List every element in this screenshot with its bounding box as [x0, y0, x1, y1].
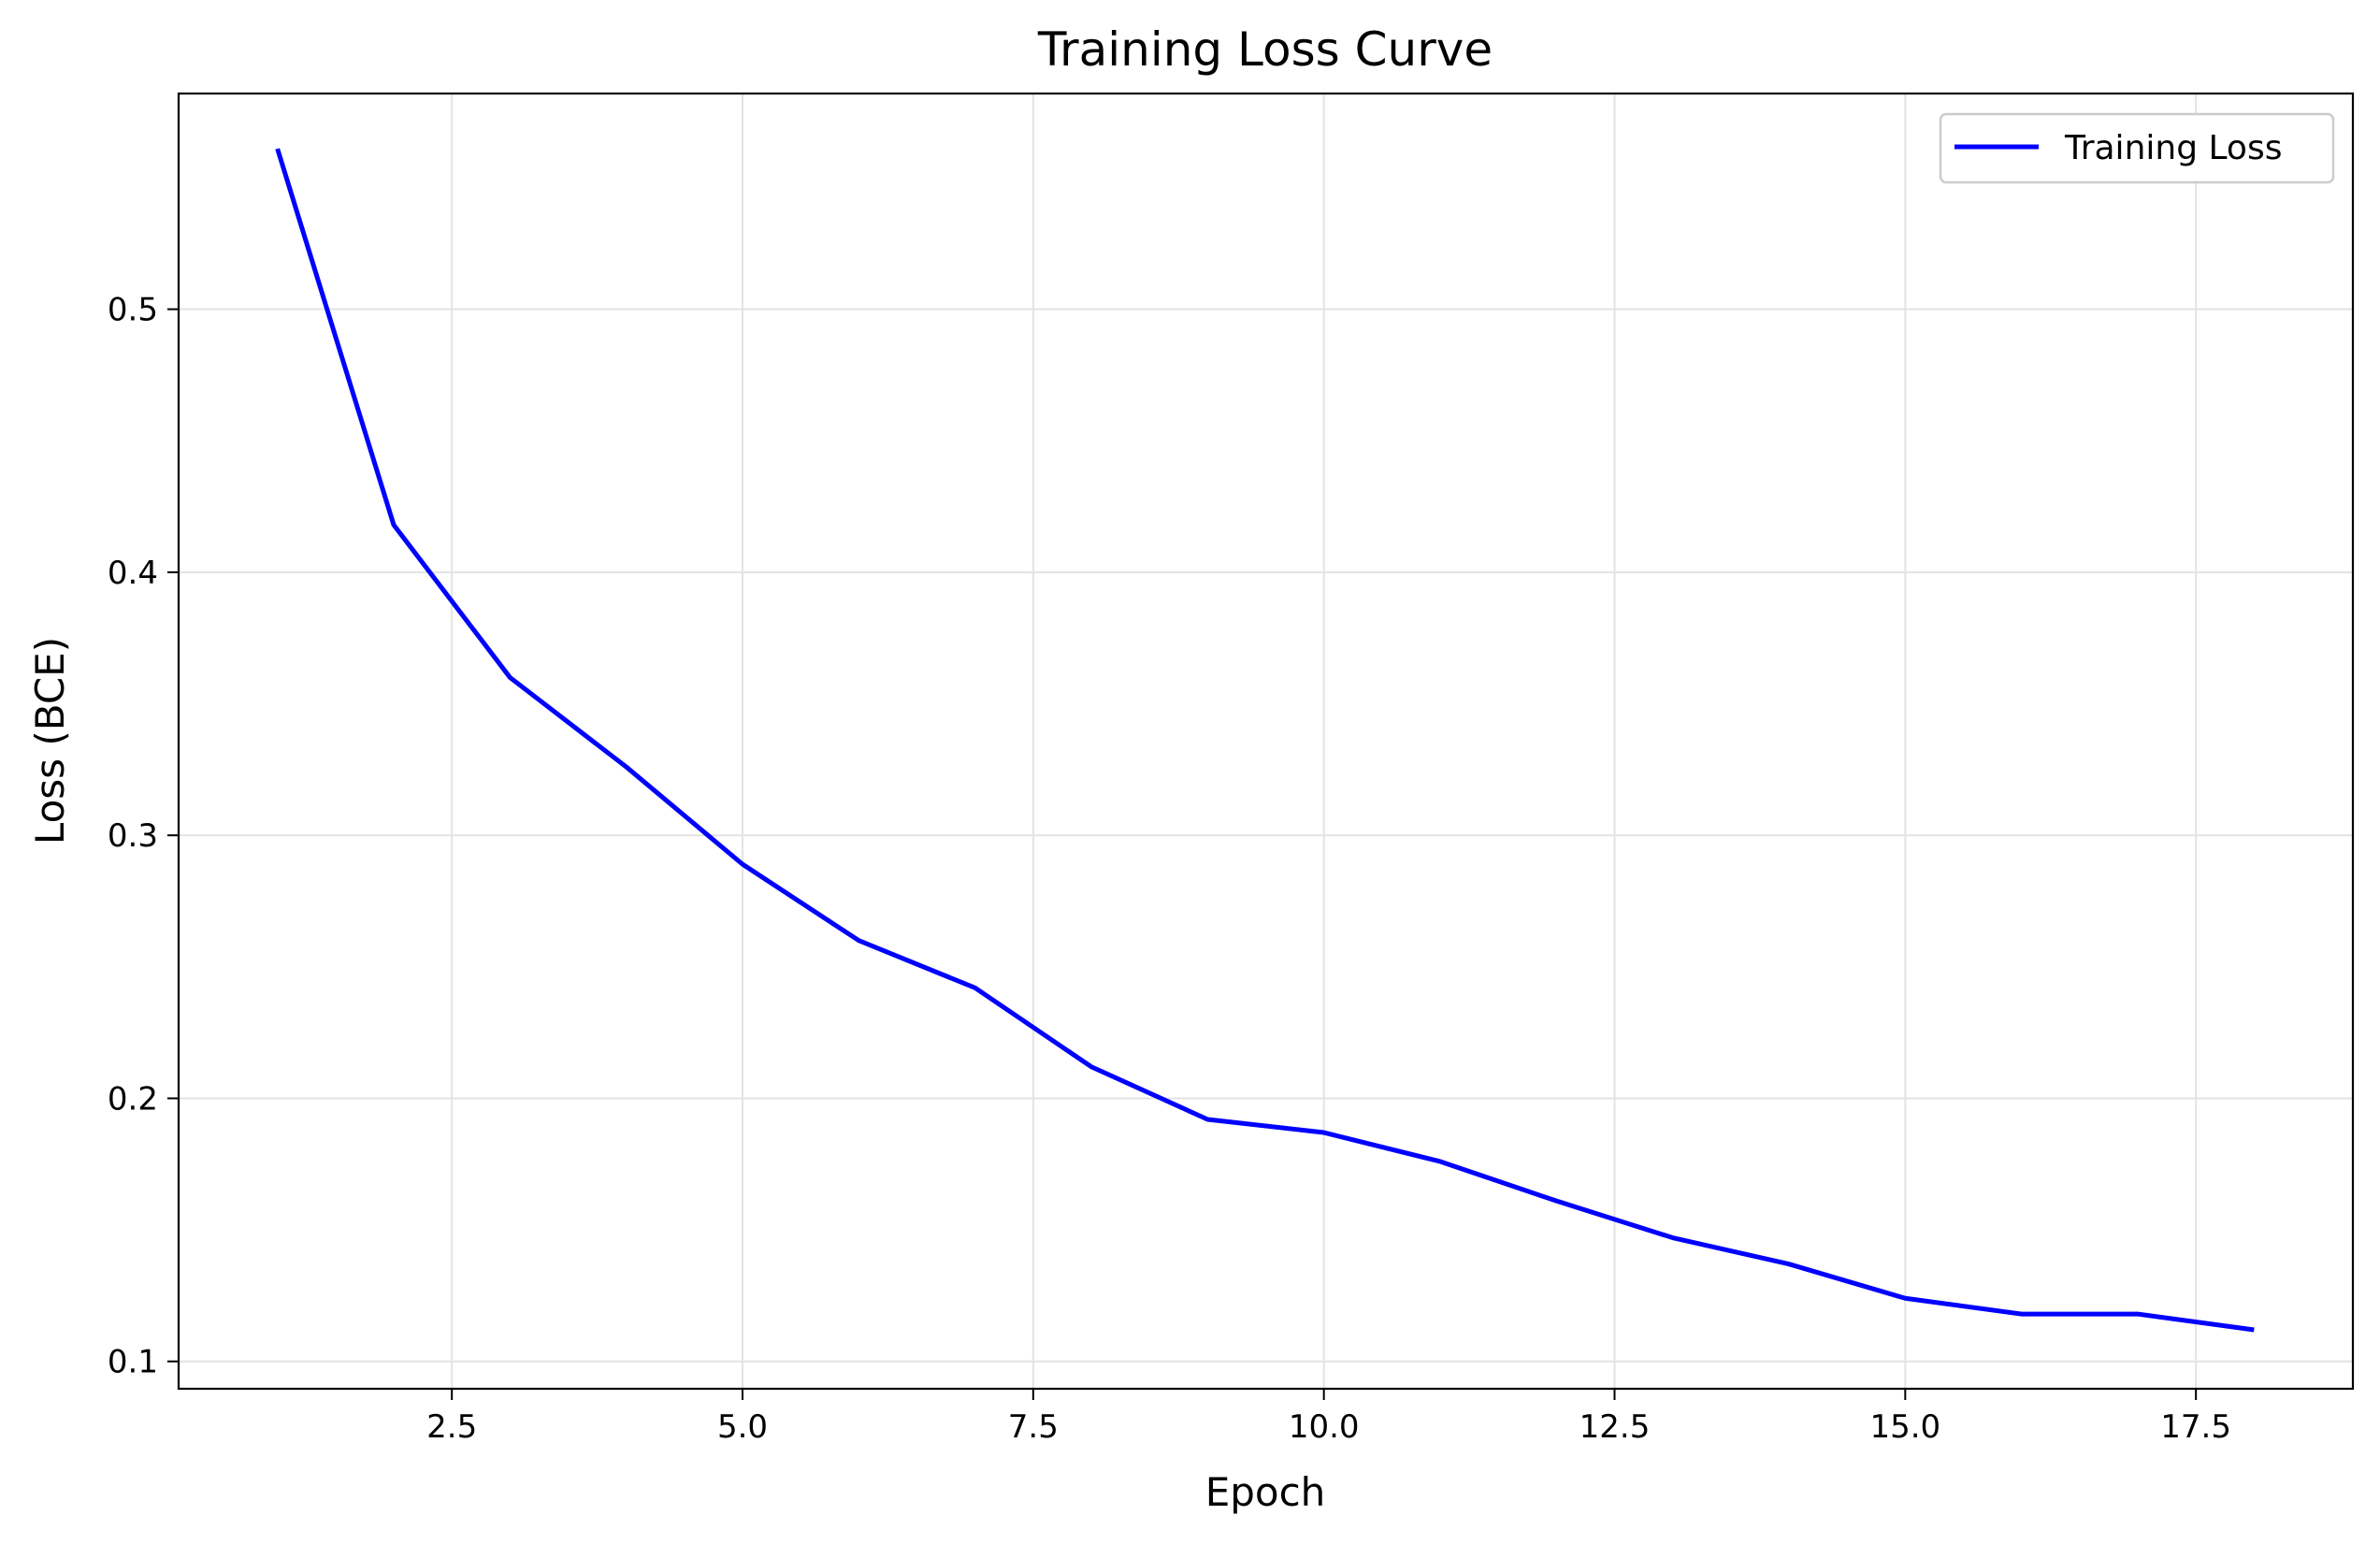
series-line-training-loss: [275, 148, 2255, 1333]
x-tick-label: 5.0: [717, 1408, 768, 1446]
x-tick-label: 12.5: [1579, 1408, 1651, 1446]
y-tick-label: 0.4: [108, 555, 158, 592]
axes-frame: [177, 92, 2355, 1391]
y-tick-label: 0.1: [108, 1344, 158, 1381]
x-tick-label: 10.0: [1289, 1408, 1360, 1446]
x-tick-label: 2.5: [426, 1408, 477, 1446]
y-tick-label: 0.3: [108, 817, 158, 855]
x-tick-label: 7.5: [1008, 1408, 1059, 1446]
y-tick-label: 0.5: [108, 292, 158, 329]
ticks: 2.5 5.0 7.5 10.0 12.5 15.0 17.5 0.1 0.2 0.3 0.4 0.5: [108, 292, 2231, 1446]
series-layer: [275, 148, 2255, 1333]
y-axis-label: Loss (BCE): [27, 637, 73, 844]
grid: [179, 94, 2353, 1389]
legend-box: [1939, 112, 2335, 184]
x-axis-label: Epoch: [1205, 1469, 1326, 1515]
x-tick-label: 17.5: [2160, 1408, 2231, 1446]
legend: Training Loss: [1939, 112, 2335, 184]
x-tick-label: 15.0: [1869, 1408, 1940, 1446]
legend-label-training-loss: Training Loss: [2064, 129, 2282, 167]
chart-title: Training Loss Curve: [1037, 22, 1493, 77]
y-tick-label: 0.2: [108, 1080, 158, 1118]
